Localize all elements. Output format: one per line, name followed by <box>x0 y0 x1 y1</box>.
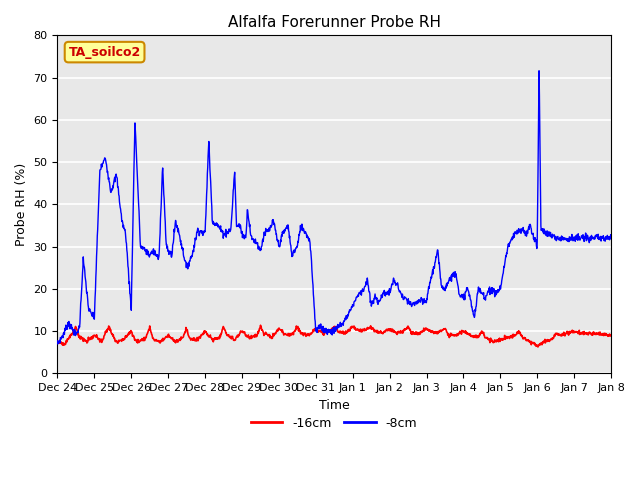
Y-axis label: Probe RH (%): Probe RH (%) <box>15 163 28 246</box>
Legend: -16cm, -8cm: -16cm, -8cm <box>246 412 422 435</box>
Text: TA_soilco2: TA_soilco2 <box>68 46 141 59</box>
X-axis label: Time: Time <box>319 398 349 412</box>
Title: Alfalfa Forerunner Probe RH: Alfalfa Forerunner Probe RH <box>228 15 441 30</box>
